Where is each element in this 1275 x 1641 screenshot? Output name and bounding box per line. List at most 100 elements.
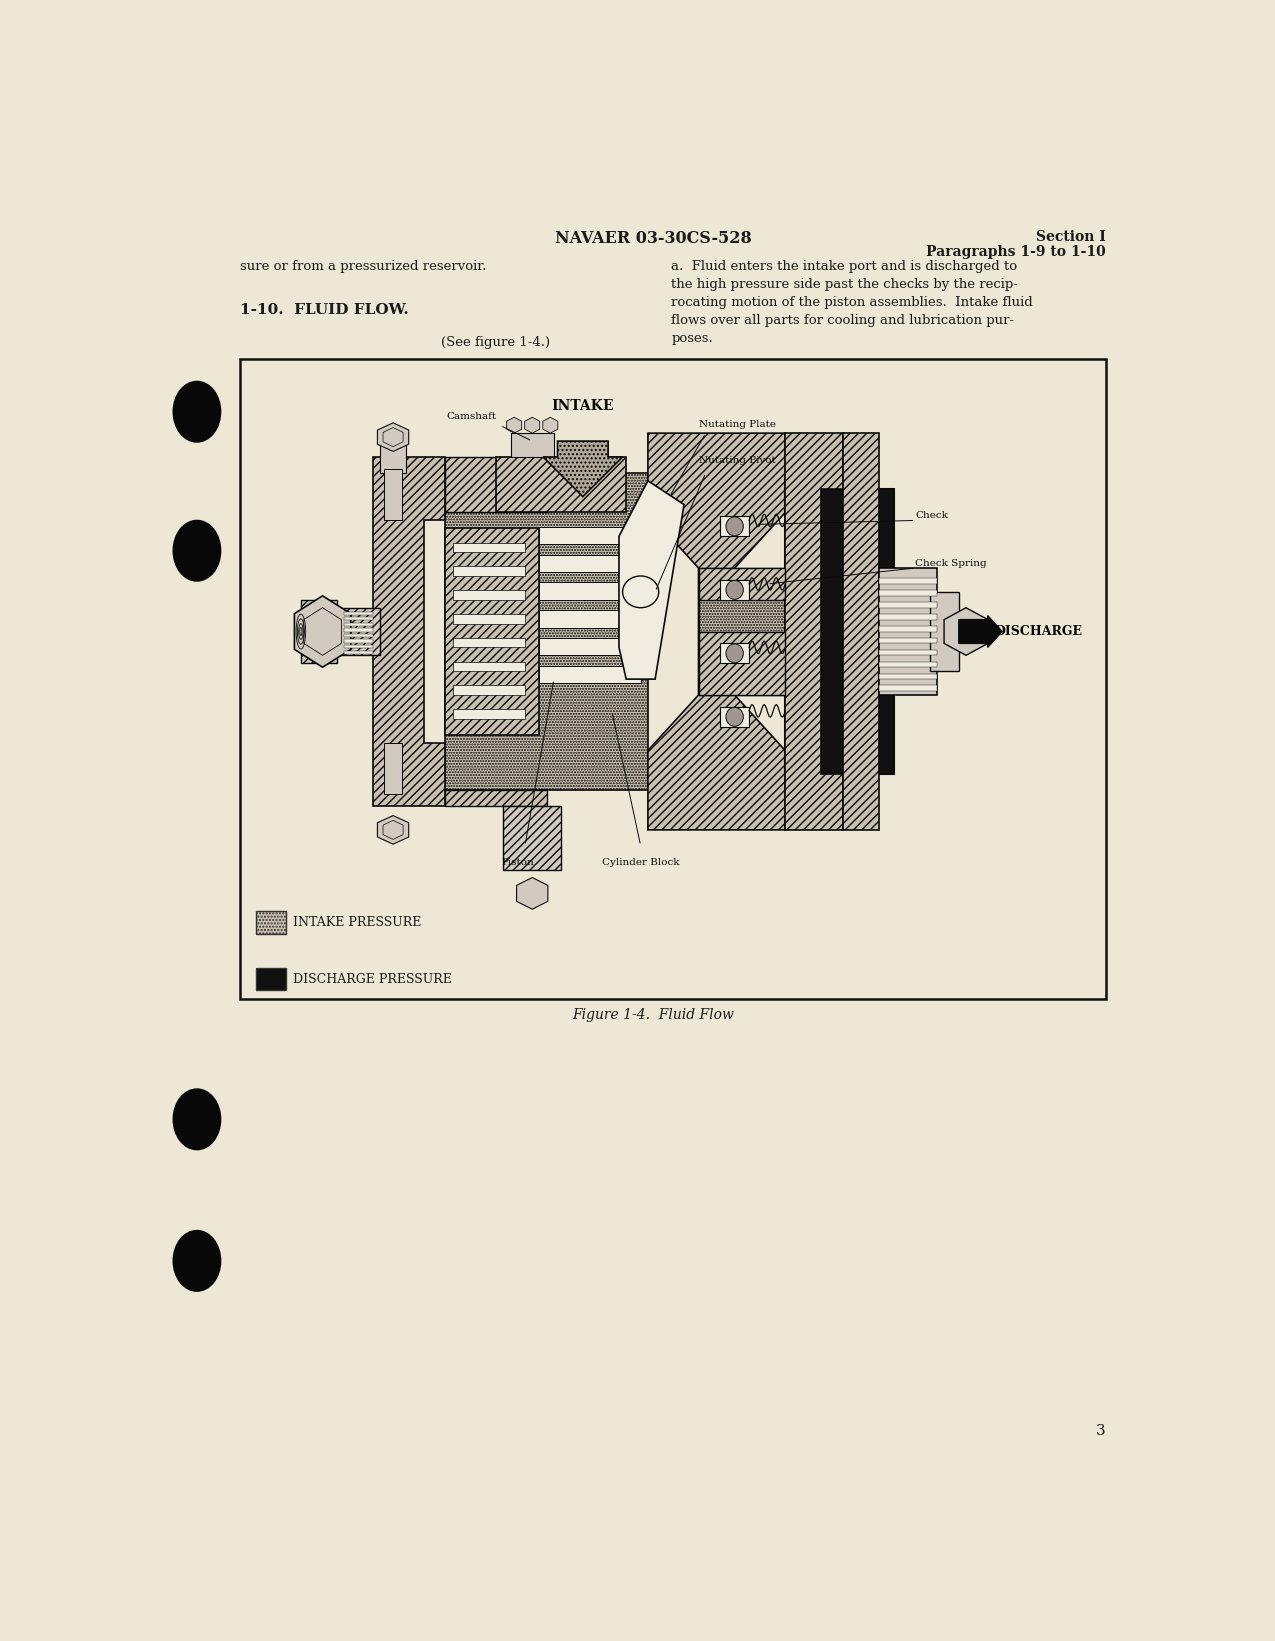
Bar (504, 806, 561, 870)
Bar (539, 583, 640, 599)
Text: 3: 3 (1096, 1424, 1105, 1438)
Bar (453, 661, 525, 671)
Polygon shape (506, 417, 521, 433)
Bar (539, 527, 640, 545)
Text: Nutating Plate: Nutating Plate (699, 420, 775, 430)
Bar (720, 517, 750, 537)
Bar (337, 607, 380, 655)
Bar (453, 566, 525, 576)
Polygon shape (648, 433, 785, 830)
Polygon shape (303, 607, 342, 655)
Text: sure or from a pressurized reservoir.: sure or from a pressurized reservoir. (241, 259, 487, 272)
Circle shape (173, 1090, 221, 1150)
Polygon shape (301, 599, 337, 663)
Bar (344, 633, 374, 637)
Bar (699, 568, 785, 696)
Polygon shape (543, 441, 622, 497)
Bar (384, 469, 402, 520)
Ellipse shape (725, 707, 743, 727)
Text: Nutating Pivot: Nutating Pivot (699, 456, 775, 464)
Circle shape (173, 1231, 221, 1291)
Polygon shape (382, 820, 403, 840)
Bar (496, 456, 626, 512)
Bar (241, 359, 1105, 999)
Ellipse shape (725, 517, 743, 537)
Text: DISCHARGE PRESSURE: DISCHARGE PRESSURE (293, 973, 451, 986)
Ellipse shape (725, 643, 743, 663)
Bar (539, 638, 640, 655)
Text: INTAKE: INTAKE (552, 399, 615, 414)
Text: (See figure 1-4.): (See figure 1-4.) (441, 336, 550, 350)
Text: DISCHARGE: DISCHARGE (994, 625, 1082, 638)
Polygon shape (377, 816, 409, 843)
Polygon shape (374, 456, 445, 806)
Polygon shape (516, 878, 548, 909)
Polygon shape (944, 607, 988, 655)
Text: a.  Fluid enters the intake port and is discharged to
the high pressure side pas: a. Fluid enters the intake port and is d… (671, 259, 1033, 345)
Bar (344, 612, 374, 615)
Text: Check Spring: Check Spring (915, 560, 987, 568)
Polygon shape (295, 596, 351, 668)
FancyArrow shape (959, 615, 1002, 648)
Bar (445, 528, 539, 735)
Text: Section I: Section I (1037, 230, 1105, 245)
Ellipse shape (725, 581, 743, 599)
Bar (344, 624, 374, 625)
Text: Cylinder Block: Cylinder Block (602, 858, 680, 866)
Text: Paragraphs 1-9 to 1-10: Paragraphs 1-9 to 1-10 (926, 245, 1105, 259)
Bar (539, 610, 640, 627)
Bar (344, 617, 374, 620)
Bar (539, 555, 640, 573)
Text: Check: Check (915, 512, 949, 520)
Bar (720, 579, 750, 599)
Text: Camshaft: Camshaft (446, 412, 496, 422)
Bar (880, 568, 937, 696)
Bar (453, 591, 525, 599)
Polygon shape (543, 417, 558, 433)
Bar (510, 433, 553, 456)
Text: 1-10.  FLUID FLOW.: 1-10. FLUID FLOW. (241, 304, 409, 317)
Bar (445, 791, 547, 806)
Polygon shape (785, 433, 843, 830)
Bar (880, 614, 937, 620)
Bar (445, 473, 648, 791)
Text: Piston: Piston (501, 858, 534, 866)
Bar (880, 602, 937, 607)
Ellipse shape (622, 576, 659, 607)
Bar (880, 650, 937, 655)
Bar (539, 666, 640, 683)
Bar (453, 614, 525, 624)
Polygon shape (377, 423, 409, 451)
Bar (843, 433, 880, 830)
Bar (880, 638, 937, 643)
Text: INTAKE PRESSURE: INTAKE PRESSURE (293, 916, 421, 929)
Polygon shape (382, 428, 403, 446)
Bar (699, 632, 785, 696)
Bar (380, 441, 405, 473)
Bar (265, 394, 988, 870)
Circle shape (173, 520, 221, 581)
Bar (453, 638, 525, 648)
Bar (880, 578, 937, 584)
Text: Figure 1-4.  Fluid Flow: Figure 1-4. Fluid Flow (572, 1008, 734, 1022)
Bar (256, 968, 286, 991)
Text: NAVAER 03-30CS-528: NAVAER 03-30CS-528 (555, 230, 752, 248)
Bar (720, 643, 750, 663)
Bar (880, 673, 937, 679)
Circle shape (173, 381, 221, 441)
Bar (699, 568, 785, 599)
Bar (256, 911, 286, 934)
Bar (880, 591, 937, 596)
Bar (384, 743, 402, 794)
Bar (880, 625, 937, 632)
Bar (344, 640, 374, 643)
Bar (880, 661, 937, 668)
Bar (344, 650, 374, 653)
Bar (344, 645, 374, 648)
Bar (720, 707, 750, 727)
Polygon shape (525, 417, 539, 433)
Bar (880, 686, 937, 691)
Bar (453, 543, 525, 551)
Bar (453, 686, 525, 696)
Bar (344, 629, 374, 632)
